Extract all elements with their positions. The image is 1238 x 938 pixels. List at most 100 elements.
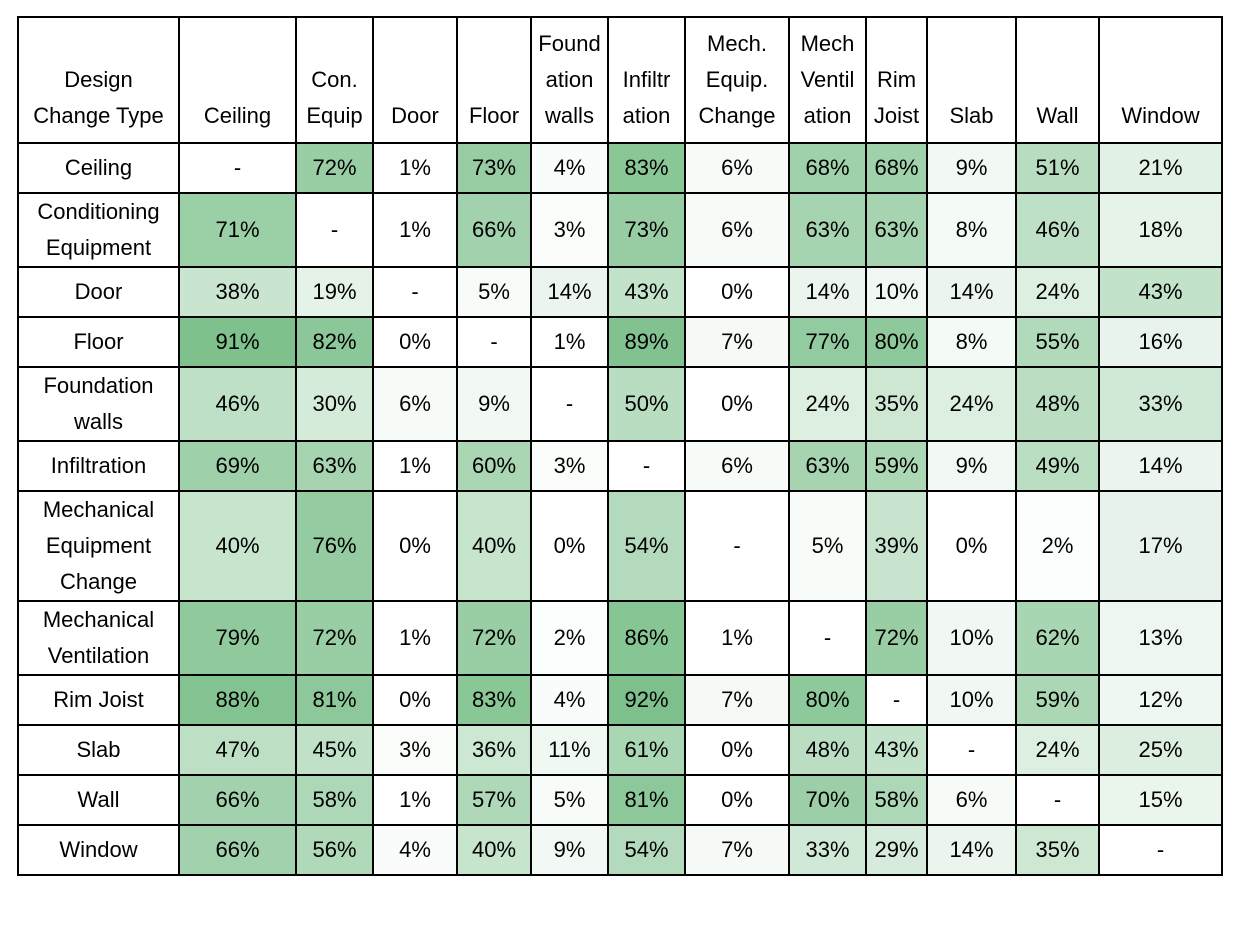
heatmap-cell: 6% [684, 440, 790, 492]
row-header-window: Window [17, 824, 180, 876]
heatmap-cell: 45% [295, 724, 374, 776]
heatmap-cell: 46% [1015, 192, 1100, 268]
column-header-label: Found ation walls [538, 31, 601, 128]
heatmap-cell: 83% [607, 142, 686, 194]
heatmap-cell: 63% [788, 440, 867, 492]
heatmap-cell: 2% [530, 600, 609, 676]
heatmap-cell: 40% [456, 824, 532, 876]
row-header-label: Ceiling [64, 155, 133, 180]
column-header-infiltr-ation: Infiltr ation [607, 16, 686, 144]
heatmap-cell: 66% [178, 774, 297, 826]
heatmap-cell: 72% [295, 142, 374, 194]
heatmap-cell: 9% [456, 366, 532, 442]
heatmap-cell: 9% [530, 824, 609, 876]
column-header-label: Floor [468, 103, 520, 128]
heatmap-cell: 14% [788, 266, 867, 318]
table-row: Wall 66% 58% 1% 57% 5% 81% 0% 70% 58% 6% -15% [17, 774, 1223, 826]
heatmap-cell: - [295, 192, 374, 268]
column-header-label: Con. Equip [306, 67, 363, 128]
heatmap-cell: - [178, 142, 297, 194]
row-header-ceiling: Ceiling [17, 142, 180, 194]
heatmap-cell: 59% [1015, 674, 1100, 726]
heatmap-cell: 8% [926, 316, 1017, 368]
heatmap-cell: 56% [295, 824, 374, 876]
column-header-label: Mech Ventil ation [800, 31, 855, 128]
heatmap-cell: 48% [1015, 366, 1100, 442]
heatmap-cell: 35% [865, 366, 928, 442]
heatmap-cell: 49% [1015, 440, 1100, 492]
heatmap-cell: 92% [607, 674, 686, 726]
table-row: Rim Joist 88% 81% 0% 83% 4% 92% 7% 80% -10% 59% 12% [17, 674, 1223, 726]
column-header-label: Rim Joist [873, 67, 920, 128]
heatmap-cell: 25% [1098, 724, 1223, 776]
heatmap-cell: 3% [372, 724, 458, 776]
heatmap-cell: 48% [788, 724, 867, 776]
heatmap-cell: 68% [788, 142, 867, 194]
heatmap-cell: 1% [530, 316, 609, 368]
row-header-label: Wall [77, 787, 120, 812]
heatmap-cell: 57% [456, 774, 532, 826]
heatmap-cell: 1% [684, 600, 790, 676]
column-header-con-equip: Con. Equip [295, 16, 374, 144]
row-header-label: Foundation walls [43, 373, 154, 434]
heatmap-cell: 39% [865, 490, 928, 602]
heatmap-cell: 70% [788, 774, 867, 826]
heatmap-cell: 14% [926, 824, 1017, 876]
heatmap-cell: 80% [788, 674, 867, 726]
corner-header: Design Change Type [17, 16, 180, 144]
column-header-door: Door [372, 16, 458, 144]
heatmap-cell: 16% [1098, 316, 1223, 368]
heatmap-cell: 7% [684, 824, 790, 876]
heatmap-cell: 5% [456, 266, 532, 318]
row-header-label: Mechanical Equipment Change [42, 497, 155, 594]
table-row: Infiltration 69% 63% 1% 60% 3% -6% 63% 59% 9% 49% 1… [17, 440, 1223, 492]
heatmap-cell: 1% [372, 774, 458, 826]
heatmap-cell: 88% [178, 674, 297, 726]
column-header-slab: Slab [926, 16, 1017, 144]
heatmap-cell: 40% [178, 490, 297, 602]
column-header-label: Mech. Equip. Change [698, 31, 776, 128]
heatmap-cell: 6% [372, 366, 458, 442]
heatmap-cell: 18% [1098, 192, 1223, 268]
heatmap-cell: 14% [1098, 440, 1223, 492]
heatmap-cell: 82% [295, 316, 374, 368]
row-header-slab: Slab [17, 724, 180, 776]
heatmap-cell: 1% [372, 600, 458, 676]
heatmap-cell: 60% [456, 440, 532, 492]
heatmap-cell: 59% [865, 440, 928, 492]
heatmap-cell: 5% [788, 490, 867, 602]
heatmap-cell: 0% [372, 490, 458, 602]
row-header-label: Mechanical Ventilation [42, 607, 155, 668]
heatmap-cell: 63% [295, 440, 374, 492]
heatmap-cell: 15% [1098, 774, 1223, 826]
heatmap-cell: 50% [607, 366, 686, 442]
heatmap-cell: 68% [865, 142, 928, 194]
heatmap-cell: 66% [178, 824, 297, 876]
heatmap-cell: 24% [926, 366, 1017, 442]
heatmap-cell: 76% [295, 490, 374, 602]
heatmap-cell: 24% [1015, 266, 1100, 318]
heatmap-cell: 10% [926, 600, 1017, 676]
row-header-label: Slab [76, 737, 121, 762]
heatmap-cell: 0% [530, 490, 609, 602]
heatmap-cell: 13% [1098, 600, 1223, 676]
heatmap-cell: 24% [1015, 724, 1100, 776]
heatmap-cell: 83% [456, 674, 532, 726]
column-header-label: Slab [949, 103, 994, 128]
heatmap-cell: 0% [372, 316, 458, 368]
heatmap-cell: 1% [372, 142, 458, 194]
heatmap-cell: 73% [456, 142, 532, 194]
heatmap-cell: 6% [684, 192, 790, 268]
table-row: Foundation walls 46% 30% 6% 9% -50% 0% 24% 35% 24… [17, 366, 1223, 442]
heatmap-cell: 1% [372, 440, 458, 492]
heatmap-cell: 10% [865, 266, 928, 318]
heatmap-cell: 4% [530, 674, 609, 726]
corner-label: Design Change Type [33, 67, 164, 128]
heatmap-cell: - [788, 600, 867, 676]
heatmap-cell: 7% [684, 674, 790, 726]
heatmap-cell: 33% [1098, 366, 1223, 442]
heatmap-cell: 0% [372, 674, 458, 726]
heatmap-cell: 17% [1098, 490, 1223, 602]
heatmap-cell: 2% [1015, 490, 1100, 602]
row-header-label: Window [59, 837, 138, 862]
